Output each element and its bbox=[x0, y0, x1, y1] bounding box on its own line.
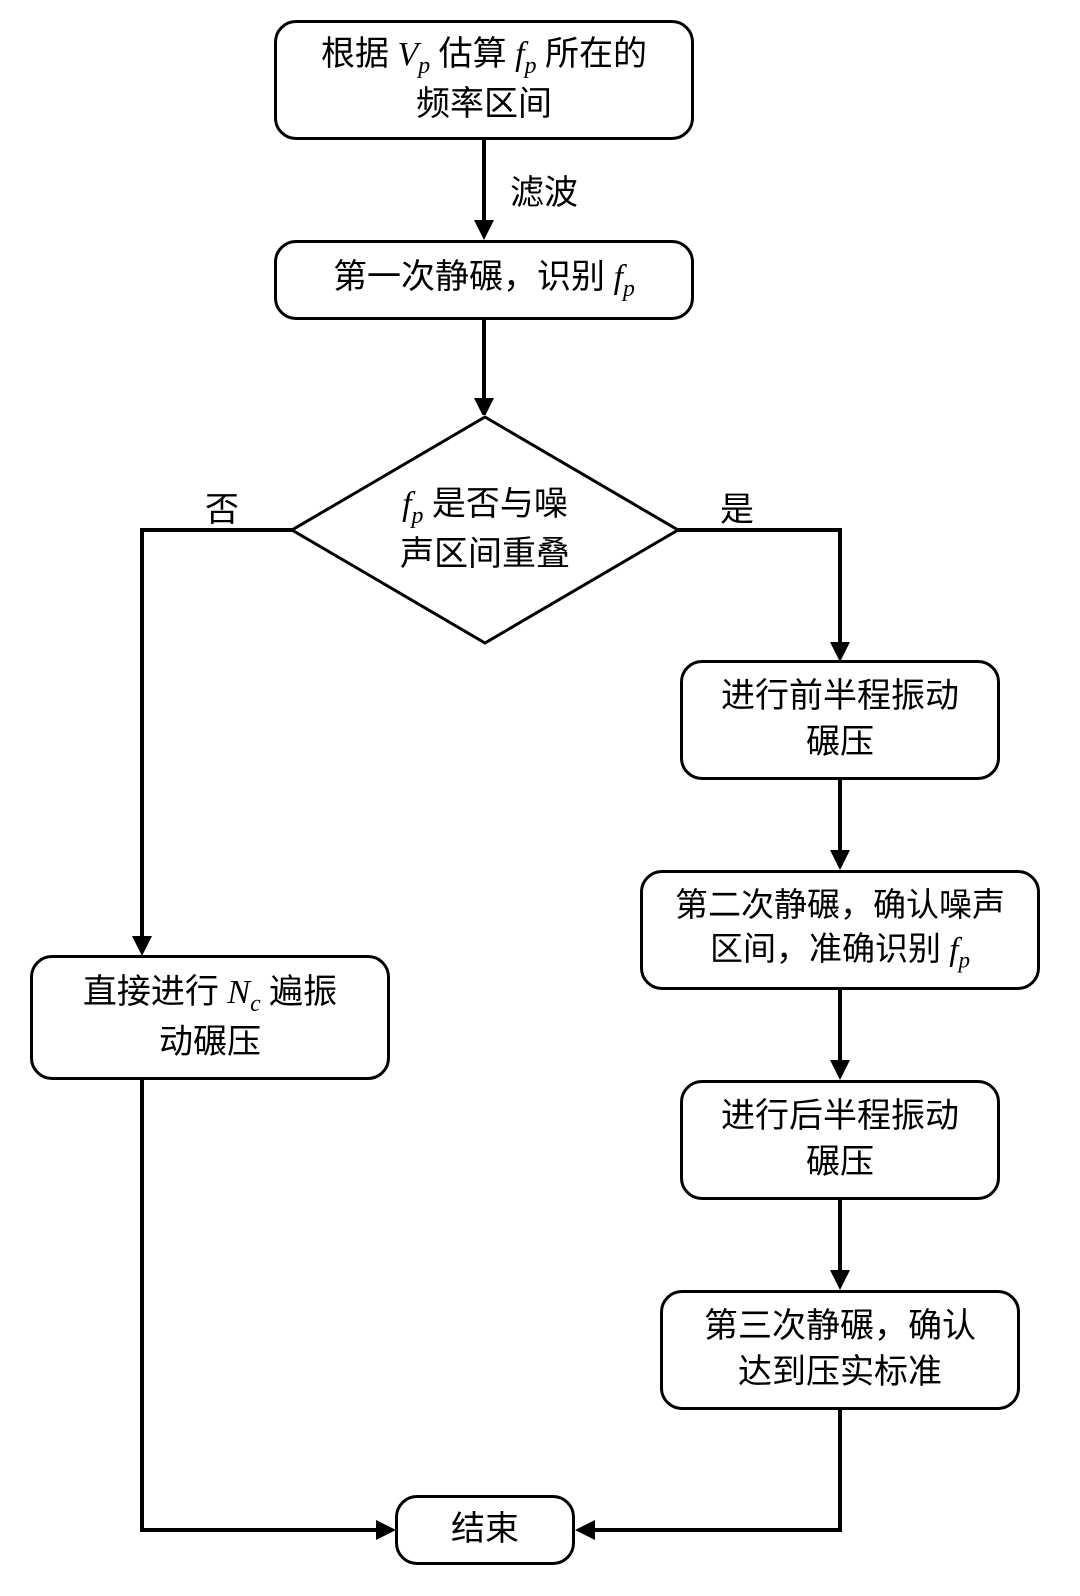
arrowhead bbox=[830, 642, 850, 662]
text: 直接进行 bbox=[83, 974, 219, 1011]
text: 遍振 bbox=[269, 974, 337, 1011]
arrowhead bbox=[132, 936, 152, 956]
text: 碾压 bbox=[806, 724, 874, 761]
text: 动碾压 bbox=[159, 1024, 261, 1061]
text: 碾压 bbox=[806, 1144, 874, 1181]
decision-overlap: fp 是否与噪 声区间重叠 bbox=[290, 415, 680, 645]
edge bbox=[140, 1528, 378, 1532]
arrowhead bbox=[830, 1270, 850, 1290]
text: 结束 bbox=[451, 1507, 519, 1553]
edge-label-filter: 滤波 bbox=[510, 165, 578, 214]
text: 根据 bbox=[321, 36, 389, 73]
text: 进行前半程振动 bbox=[721, 678, 959, 715]
node-second-half-vib: 进行后半程振动 碾压 bbox=[680, 1080, 1000, 1200]
edge bbox=[838, 780, 842, 852]
edge-yes-h bbox=[678, 528, 838, 532]
text: 所在的 bbox=[545, 36, 647, 73]
arrowhead bbox=[830, 1060, 850, 1080]
node-first-static: 第一次静碾，识别 fp bbox=[274, 240, 694, 320]
edge-no-v bbox=[140, 528, 144, 938]
node-direct-vibration: 直接进行 Nc 遍振 动碾压 bbox=[30, 955, 390, 1080]
text: 是否与噪 bbox=[432, 486, 568, 523]
edge bbox=[838, 1200, 842, 1272]
text: 声区间重叠 bbox=[400, 536, 570, 573]
arrowhead bbox=[474, 220, 494, 240]
arrowhead bbox=[830, 850, 850, 870]
text: 频率区间 bbox=[416, 86, 552, 123]
edge-label-yes: 是 bbox=[720, 482, 754, 531]
edge bbox=[593, 1528, 842, 1532]
text: 第三次静碾，确认 bbox=[704, 1308, 976, 1345]
text: 区间，准确识别 bbox=[710, 932, 941, 968]
node-first-half-vib: 进行前半程振动 碾压 bbox=[680, 660, 1000, 780]
text: 第一次静碾，识别 bbox=[333, 259, 605, 296]
text: 达到压实标准 bbox=[738, 1354, 942, 1391]
text: 估算 bbox=[439, 36, 507, 73]
text: 第二次静碾，确认噪声 bbox=[675, 888, 1005, 924]
node-second-static: 第二次静碾，确认噪声 区间，准确识别 fp bbox=[640, 870, 1040, 990]
edge bbox=[838, 990, 842, 1062]
text: 进行后半程振动 bbox=[721, 1098, 959, 1135]
edge-label-no: 否 bbox=[205, 482, 239, 531]
edge bbox=[482, 320, 486, 400]
arrowhead bbox=[376, 1520, 396, 1540]
node-third-static: 第三次静碾，确认 达到压实标准 bbox=[660, 1290, 1020, 1410]
node-estimate-freq: 根据 Vp 估算 fp 所在的 频率区间 bbox=[274, 20, 694, 140]
node-end: 结束 bbox=[395, 1495, 575, 1565]
edge bbox=[482, 140, 486, 222]
edge bbox=[838, 1410, 842, 1530]
edge bbox=[140, 1080, 144, 1530]
arrowhead bbox=[575, 1520, 595, 1540]
edge-yes-v bbox=[838, 528, 842, 644]
